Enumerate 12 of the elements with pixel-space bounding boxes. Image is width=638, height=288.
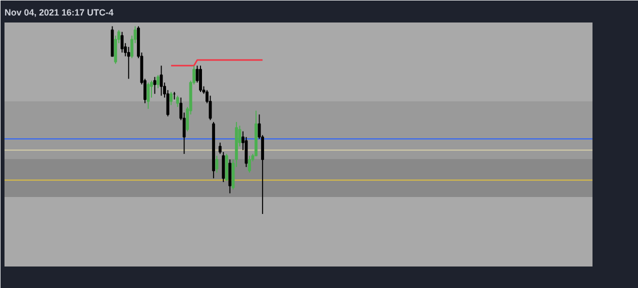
candlestick: [199, 65, 202, 92]
candlestick: [228, 159, 232, 194]
candlestick: [170, 91, 173, 106]
candlestick: [153, 76, 156, 94]
candlestick: [127, 46, 130, 80]
candlestick: [120, 31, 124, 54]
chart-title: Nov 04, 2021 16:17 UTC-4: [4, 8, 114, 18]
candlestick: [156, 74, 160, 89]
candlestick: [215, 155, 218, 174]
candlestick: [248, 155, 251, 174]
candlestick: [160, 65, 163, 96]
candlestick: [176, 95, 180, 108]
